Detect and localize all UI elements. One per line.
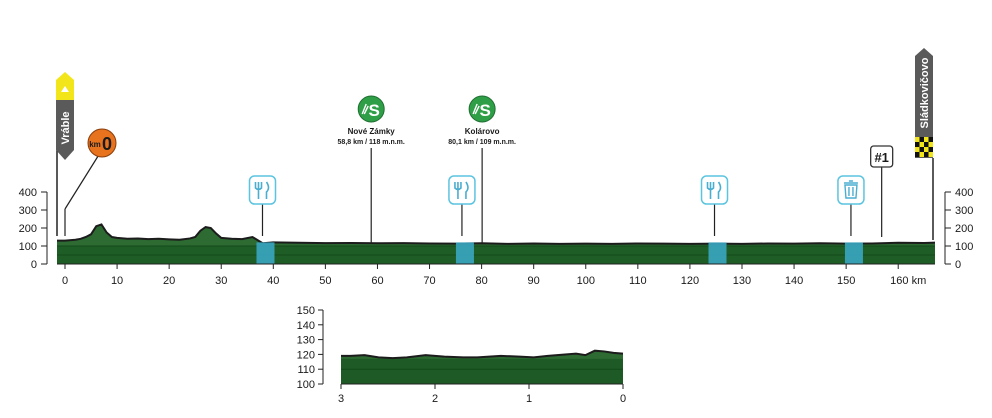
checker-cell [924, 147, 929, 152]
x-tick-label: 160 km [890, 275, 926, 287]
checker-cell [928, 142, 933, 147]
final-km-profile-chart: 100 110 120 130 140 150 3 2 1 0 [297, 305, 626, 405]
detail-y-tick-label: 120 [297, 349, 315, 361]
checker-cell [915, 147, 920, 152]
fork-knife-icon [706, 181, 722, 199]
sprint-icon [357, 95, 385, 123]
detail-x-tick-label: 1 [526, 393, 532, 405]
detail-elevation-line [341, 349, 624, 360]
checker-cell [924, 137, 929, 142]
x-tick-label: 0 [62, 275, 68, 287]
km0-prefix: km [89, 140, 101, 149]
main-profile-chart: 0 100 200 300 400 0 100 200 300 400 0 10 20 30 40 50 60 7… [19, 48, 973, 287]
checker-cell [915, 152, 920, 157]
sprint-icon-glyph: S [479, 101, 490, 120]
zone-band [708, 242, 727, 264]
zone-band [455, 242, 474, 264]
checker-cell [915, 137, 920, 142]
checker-cell [919, 137, 924, 142]
checker-cell [919, 147, 924, 152]
start-town-label: Vráble [60, 111, 72, 144]
y-tick-label: 0 [31, 259, 37, 271]
x-tick-label: 110 [629, 275, 647, 287]
sprint-speed-lines [361, 103, 369, 115]
checker-cell [928, 152, 933, 157]
checker-cell [915, 142, 920, 147]
detail-x-tick-label: 3 [338, 393, 344, 405]
x-tick-label: 20 [163, 275, 175, 287]
y-tick-label: 300 [955, 205, 973, 217]
x-tick-label: 40 [267, 275, 279, 287]
trash-icon [843, 180, 858, 199]
km0-pointer [64, 152, 101, 210]
detail-x-tick-label: 0 [620, 393, 626, 405]
waste-zone-icon [837, 175, 865, 205]
x-tick-label: 120 [681, 275, 699, 287]
zone-band [844, 242, 863, 264]
x-tick-label: 90 [528, 275, 540, 287]
sprint-town-label: Nové Zámky [348, 127, 396, 136]
y-tick-label: 300 [19, 205, 37, 217]
y-tick-label: 100 [19, 241, 37, 253]
x-tick-label: 130 [733, 275, 751, 287]
marker-label: #1 [874, 150, 888, 165]
y-tick-label: 400 [19, 187, 37, 199]
x-tick-label: 140 [785, 275, 803, 287]
x-tick-label: 10 [111, 275, 123, 287]
km0-value: 0 [102, 134, 112, 154]
finish-town-label: Sládkovičovo [919, 57, 931, 128]
detail-y-tick-label: 150 [297, 305, 315, 317]
finish-flag [915, 48, 933, 158]
fork-knife-icon [254, 181, 270, 199]
x-tick-label: 80 [475, 275, 487, 287]
x-tick-label: 150 [837, 275, 855, 287]
detail-y-tick-label: 100 [297, 379, 315, 391]
sprint-speed-lines [472, 103, 480, 115]
y-tick-label: 200 [19, 223, 37, 235]
fork-knife-icon [454, 181, 469, 199]
checker-cell [928, 137, 933, 142]
sprint-detail-label: 58,8 km / 118 m.n.m. [338, 139, 405, 146]
detail-y-tick-label: 110 [297, 364, 315, 376]
km0-badge [87, 128, 117, 158]
feed-zone-icon [700, 175, 729, 205]
y-tick-label: 100 [955, 241, 973, 253]
checker-cell [919, 152, 924, 157]
sprint-town-label: Kolárovo [465, 127, 500, 136]
checker-cell [928, 147, 933, 152]
y-tick-label: 400 [955, 187, 973, 199]
detail-x-tick-label: 2 [432, 393, 438, 405]
sprint-icon [468, 95, 496, 123]
checker-cell [919, 142, 924, 147]
start-arrow-icon [61, 86, 69, 92]
feed-zone-icon [448, 175, 476, 205]
zone-band [256, 242, 275, 264]
feed-zone-icon [248, 175, 277, 205]
x-tick-label: 70 [423, 275, 435, 287]
sprint-icon-glyph: S [369, 101, 380, 120]
detail-y-tick-label: 140 [297, 320, 315, 332]
detail-band [341, 358, 623, 384]
detail-y-tick-label: 130 [297, 335, 315, 347]
checker-cell [924, 142, 929, 147]
x-tick-label: 30 [215, 275, 227, 287]
x-tick-label: 100 [577, 275, 595, 287]
x-tick-label: 60 [371, 275, 383, 287]
y-tick-label: 0 [955, 259, 961, 271]
checker-cell [924, 152, 929, 157]
marker-box [870, 145, 894, 168]
y-tick-label: 200 [955, 223, 973, 235]
x-tick-label: 50 [319, 275, 331, 287]
sprint-detail-label: 80,1 km / 109 m.n.m. [448, 139, 516, 146]
